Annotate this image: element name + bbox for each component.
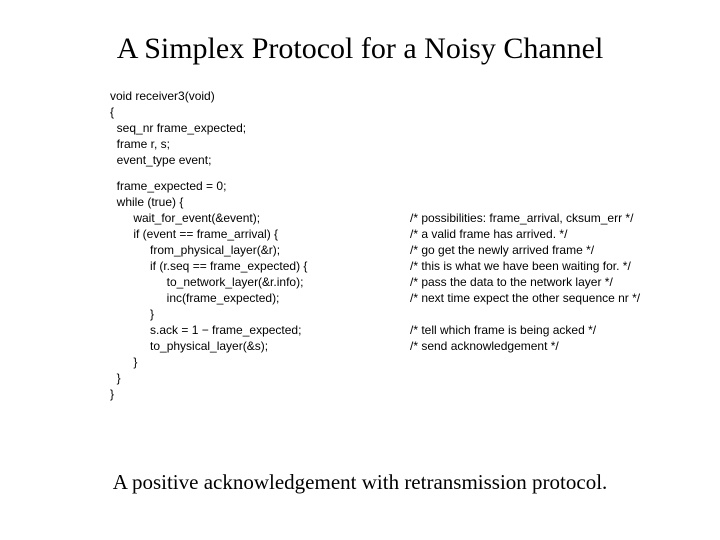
- code-line: seq_nr frame_expected;: [110, 120, 650, 136]
- code-line: from_physical_layer(&r);/* go get the ne…: [110, 242, 650, 258]
- code-line: }: [110, 354, 650, 370]
- code-line: }: [110, 306, 650, 322]
- code-text: while (true) {: [110, 194, 410, 210]
- code-comment: /* send acknowledgement */: [410, 338, 559, 354]
- code-text: wait_for_event(&event);: [110, 210, 410, 226]
- code-text: {: [110, 104, 410, 120]
- code-comment: /* pass the data to the network layer */: [410, 274, 613, 290]
- code-text: }: [110, 306, 410, 322]
- code-comment: /* go get the newly arrived frame */: [410, 242, 594, 258]
- code-text: }: [110, 354, 410, 370]
- code-text: inc(frame_expected);: [110, 290, 410, 306]
- code-line: frame r, s;: [110, 136, 650, 152]
- code-text: frame_expected = 0;: [110, 178, 410, 194]
- code-text: frame r, s;: [110, 136, 410, 152]
- code-line: s.ack = 1 − frame_expected;/* tell which…: [110, 322, 650, 338]
- code-line: void receiver3(void): [110, 88, 650, 104]
- code-text: from_physical_layer(&r);: [110, 242, 410, 258]
- code-comment: /* next time expect the other sequence n…: [410, 290, 640, 306]
- code-comment: /* this is what we have been waiting for…: [410, 258, 631, 274]
- code-text: s.ack = 1 − frame_expected;: [110, 322, 410, 338]
- code-text: if (event == frame_arrival) {: [110, 226, 410, 242]
- code-comment: /* possibilities: frame_arrival, cksum_e…: [410, 210, 633, 226]
- code-line: to_network_layer(&r.info);/* pass the da…: [110, 274, 650, 290]
- code-text: seq_nr frame_expected;: [110, 120, 410, 136]
- code-text: void receiver3(void): [110, 88, 410, 104]
- slide-title: A Simplex Protocol for a Noisy Channel: [0, 32, 720, 66]
- code-line: if (r.seq == frame_expected) {/* this is…: [110, 258, 650, 274]
- code-line: }: [110, 386, 650, 402]
- code-line: frame_expected = 0;: [110, 178, 650, 194]
- code-text: }: [110, 370, 410, 386]
- code-line: to_physical_layer(&s);/* send acknowledg…: [110, 338, 650, 354]
- code-text: to_network_layer(&r.info);: [110, 274, 410, 290]
- code-comment: /* a valid frame has arrived. */: [410, 226, 567, 242]
- code-comment: /* tell which frame is being acked */: [410, 322, 596, 338]
- code-line: if (event == frame_arrival) {/* a valid …: [110, 226, 650, 242]
- code-line: }: [110, 370, 650, 386]
- code-line: inc(frame_expected);/* next time expect …: [110, 290, 650, 306]
- slide-caption: A positive acknowledgement with retransm…: [0, 470, 720, 495]
- code-text: to_physical_layer(&s);: [110, 338, 410, 354]
- code-listing: void receiver3(void){ seq_nr frame_expec…: [110, 88, 650, 402]
- code-blank-line: [110, 168, 650, 178]
- code-text: if (r.seq == frame_expected) {: [110, 258, 410, 274]
- code-line: while (true) {: [110, 194, 650, 210]
- code-text: event_type event;: [110, 152, 410, 168]
- code-line: wait_for_event(&event);/* possibilities:…: [110, 210, 650, 226]
- code-text: }: [110, 386, 410, 402]
- code-line: {: [110, 104, 650, 120]
- code-line: event_type event;: [110, 152, 650, 168]
